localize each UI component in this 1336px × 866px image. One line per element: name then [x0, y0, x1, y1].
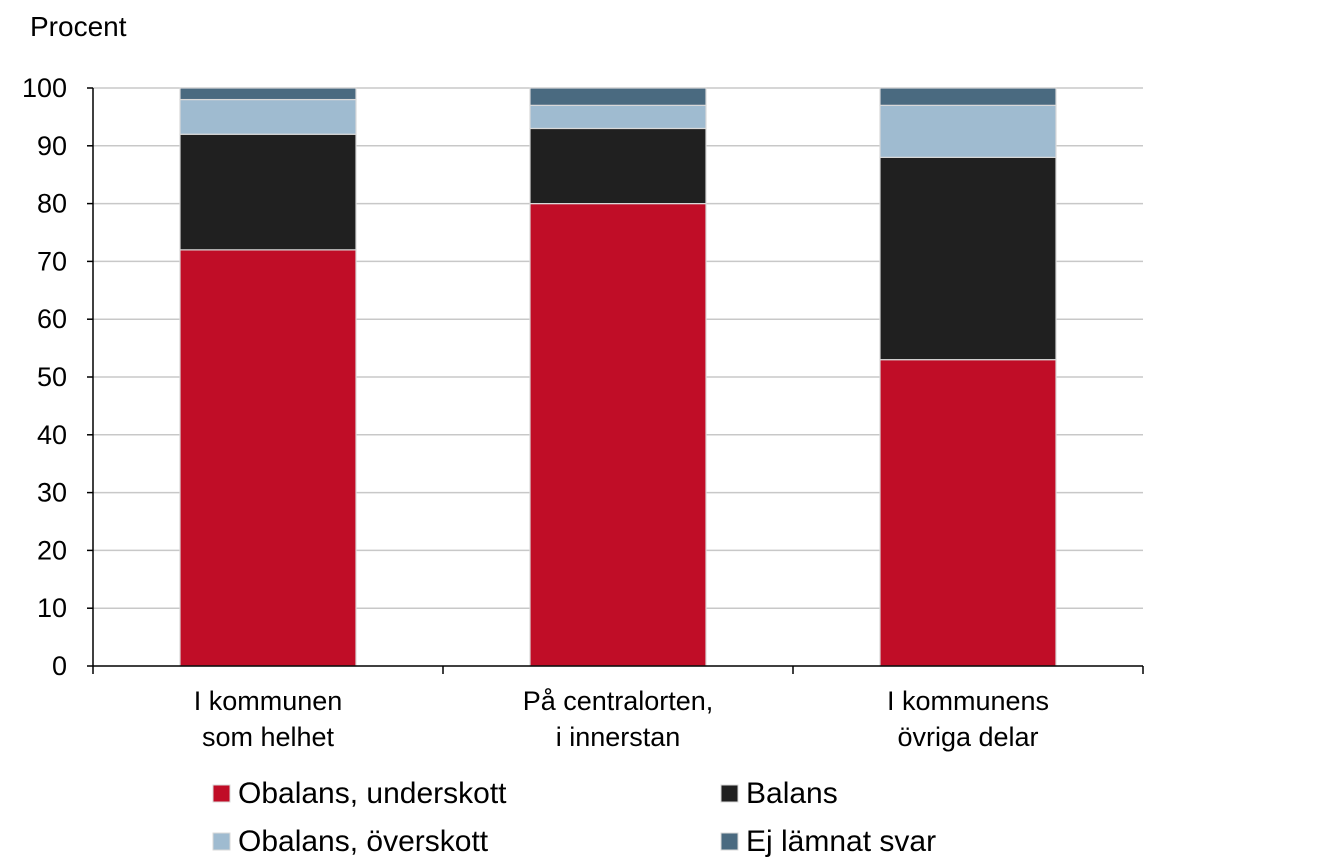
legend-swatch: [212, 832, 231, 851]
x-category-label: som helhet: [202, 722, 335, 752]
y-tick-label: 80: [37, 189, 67, 219]
y-tick-label: 90: [37, 131, 67, 161]
bar-segment: [879, 87, 1057, 106]
bar-segment: [879, 104, 1057, 158]
legend-label: Obalans, underskott: [238, 777, 507, 810]
y-tick-label: 100: [22, 73, 67, 103]
bar-segment: [879, 156, 1057, 361]
bar-segment: [879, 359, 1057, 667]
y-tick-label: 20: [37, 535, 67, 565]
x-category-label: övriga delar: [897, 722, 1038, 752]
bar-segment: [179, 87, 357, 101]
y-tick-label: 50: [37, 362, 67, 392]
bars: [179, 87, 1057, 667]
x-category-label: I kommunen: [194, 686, 343, 716]
y-tick-label: 40: [37, 420, 67, 450]
bar-segment: [179, 98, 357, 135]
legend-swatch: [720, 784, 739, 803]
legend-swatch: [212, 784, 231, 803]
y-tick-label: 0: [52, 651, 67, 681]
y-tick-label: 30: [37, 478, 67, 508]
bar-segment: [529, 203, 707, 667]
x-category-label: I kommunens: [887, 686, 1049, 716]
x-category-label: På centralorten,: [523, 686, 714, 716]
bar-segment: [179, 133, 357, 251]
y-tick-label: 70: [37, 246, 67, 276]
y-tick-label: 60: [37, 304, 67, 334]
legend-swatch: [720, 832, 739, 851]
bar-segment: [529, 127, 707, 205]
y-tick-label: 10: [37, 593, 67, 623]
legend-label: Balans: [746, 777, 838, 810]
bar-segment: [179, 249, 357, 667]
legend-label: Obalans, överskott: [238, 825, 489, 858]
legend: Obalans, underskott Balans Obalans, översk…: [212, 777, 936, 858]
x-category-label: i innerstan: [556, 722, 681, 752]
y-axis-unit-label: Procent: [30, 11, 127, 42]
legend-label: Ej lämnat svar: [746, 825, 936, 858]
axes: 0 10 20 30 40 50 60 70 80 90 100 I kommunen som helh…: [22, 73, 1144, 752]
bar-segment: [529, 87, 707, 106]
bar-segment: [529, 104, 707, 130]
